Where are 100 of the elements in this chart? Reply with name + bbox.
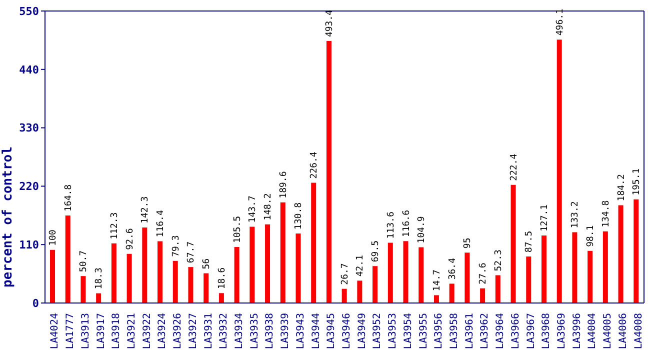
bar bbox=[510, 184, 516, 303]
data-label: 69.5 bbox=[371, 240, 382, 262]
x-tick-label: LA3962 bbox=[480, 313, 491, 350]
data-label: 195.1 bbox=[632, 168, 642, 196]
data-label: 134.8 bbox=[601, 200, 612, 228]
bar bbox=[449, 284, 454, 303]
x-tick-label: LA3956 bbox=[434, 313, 445, 350]
data-label: 164.8 bbox=[64, 184, 74, 212]
x-tick-label: LA3949 bbox=[356, 313, 368, 350]
x-tick-label: LA3996 bbox=[572, 313, 583, 350]
data-label: 14.7 bbox=[432, 270, 442, 292]
x-tick-label: LA3955 bbox=[418, 313, 430, 350]
y-tick-label: 440 bbox=[19, 63, 39, 76]
bar bbox=[418, 247, 424, 303]
bar bbox=[588, 250, 593, 303]
data-label: 112.3 bbox=[110, 212, 120, 240]
bar bbox=[602, 231, 608, 303]
data-label: 184.2 bbox=[616, 174, 627, 202]
data-label: 226.4 bbox=[310, 152, 320, 179]
data-label: 92.6 bbox=[125, 228, 136, 250]
data-label: 36.4 bbox=[448, 258, 458, 280]
bar bbox=[265, 224, 270, 303]
x-tick-label: LA3926 bbox=[172, 313, 184, 350]
bar bbox=[526, 256, 532, 303]
data-label: 222.4 bbox=[509, 154, 520, 181]
bar bbox=[234, 246, 240, 303]
x-tick-label: LA1777 bbox=[65, 313, 76, 350]
x-tick-label: LA3932 bbox=[218, 313, 230, 350]
x-tick-label: LA3922 bbox=[142, 313, 153, 350]
data-label: 148.2 bbox=[264, 193, 274, 220]
bar bbox=[541, 236, 546, 303]
y-tick-label: 550 bbox=[19, 4, 39, 18]
bar bbox=[388, 242, 393, 303]
x-tick-label: LA3968 bbox=[541, 313, 552, 350]
data-label: 79.3 bbox=[171, 235, 182, 257]
x-tick-label: LA3958 bbox=[449, 313, 460, 350]
bar bbox=[480, 288, 486, 303]
x-tick-label: LA3967 bbox=[526, 313, 537, 350]
x-tick-label: LA3946 bbox=[342, 313, 352, 350]
data-label: 87.5 bbox=[524, 230, 535, 253]
data-label: 52.3 bbox=[494, 250, 504, 272]
bar bbox=[296, 234, 301, 303]
bar bbox=[250, 226, 255, 303]
data-label: 104.9 bbox=[417, 216, 428, 244]
bar bbox=[618, 205, 624, 303]
data-label: 189.6 bbox=[278, 171, 289, 198]
bar bbox=[142, 227, 148, 303]
bar bbox=[204, 273, 209, 303]
x-tick-label: LA3918 bbox=[111, 313, 122, 350]
data-label: 105.5 bbox=[232, 216, 243, 243]
data-label: 18.3 bbox=[94, 268, 105, 290]
bar bbox=[357, 280, 362, 303]
data-label: 56 bbox=[202, 258, 212, 270]
bar bbox=[65, 216, 70, 303]
bar bbox=[342, 288, 347, 303]
data-label: 98.1 bbox=[586, 225, 596, 247]
x-tick-label: LA3969 bbox=[556, 313, 568, 350]
data-label: 42.1 bbox=[356, 254, 366, 277]
bar bbox=[126, 254, 132, 303]
x-tick-label: LA4008 bbox=[633, 313, 644, 350]
x-tick-label: LA3935 bbox=[249, 313, 260, 350]
data-label: 116.4 bbox=[156, 210, 166, 238]
bar bbox=[218, 293, 224, 303]
x-tick-label: LA3917 bbox=[96, 313, 107, 350]
x-tick-label: LA4006 bbox=[618, 313, 629, 350]
data-label: 116.6 bbox=[402, 210, 412, 238]
data-label: 26.7 bbox=[340, 263, 350, 285]
y-tick-label: 330 bbox=[19, 122, 39, 135]
x-tick-label: LA3927 bbox=[188, 313, 199, 350]
bar bbox=[434, 295, 439, 303]
data-label: 95 bbox=[463, 238, 474, 249]
data-label: 100 bbox=[48, 230, 58, 246]
bar bbox=[572, 232, 578, 303]
x-tick-label: LA3954 bbox=[402, 313, 414, 350]
x-tick-label: LA3966 bbox=[510, 313, 522, 350]
data-label: 143.7 bbox=[248, 196, 258, 223]
bar bbox=[280, 202, 286, 303]
bar bbox=[556, 40, 562, 303]
x-tick-label: LA3944 bbox=[310, 313, 322, 350]
bar bbox=[111, 243, 116, 303]
x-tick-label: LA3934 bbox=[234, 313, 245, 350]
x-tick-label: LA3943 bbox=[295, 313, 306, 350]
data-label: 50.7 bbox=[79, 250, 90, 272]
x-tick-label: LA3953 bbox=[388, 313, 399, 350]
bar bbox=[464, 252, 470, 303]
x-tick-label: LA3952 bbox=[372, 313, 384, 350]
x-tick-label: LA3945 bbox=[326, 313, 338, 350]
bar bbox=[172, 260, 178, 303]
x-tick-label: LA3961 bbox=[464, 313, 476, 350]
data-label: 493.4 bbox=[324, 10, 335, 38]
data-label: 127.1 bbox=[540, 204, 550, 232]
x-tick-label: LA3931 bbox=[203, 313, 214, 350]
x-tick-label: LA3939 bbox=[280, 313, 292, 350]
bar bbox=[495, 275, 500, 303]
bar bbox=[634, 199, 639, 303]
bar bbox=[372, 266, 378, 303]
x-tick-label: LA4004 bbox=[587, 313, 598, 350]
x-tick-label: LA4024 bbox=[50, 313, 61, 350]
bar bbox=[80, 276, 86, 303]
x-tick-label: LA3913 bbox=[80, 313, 92, 350]
